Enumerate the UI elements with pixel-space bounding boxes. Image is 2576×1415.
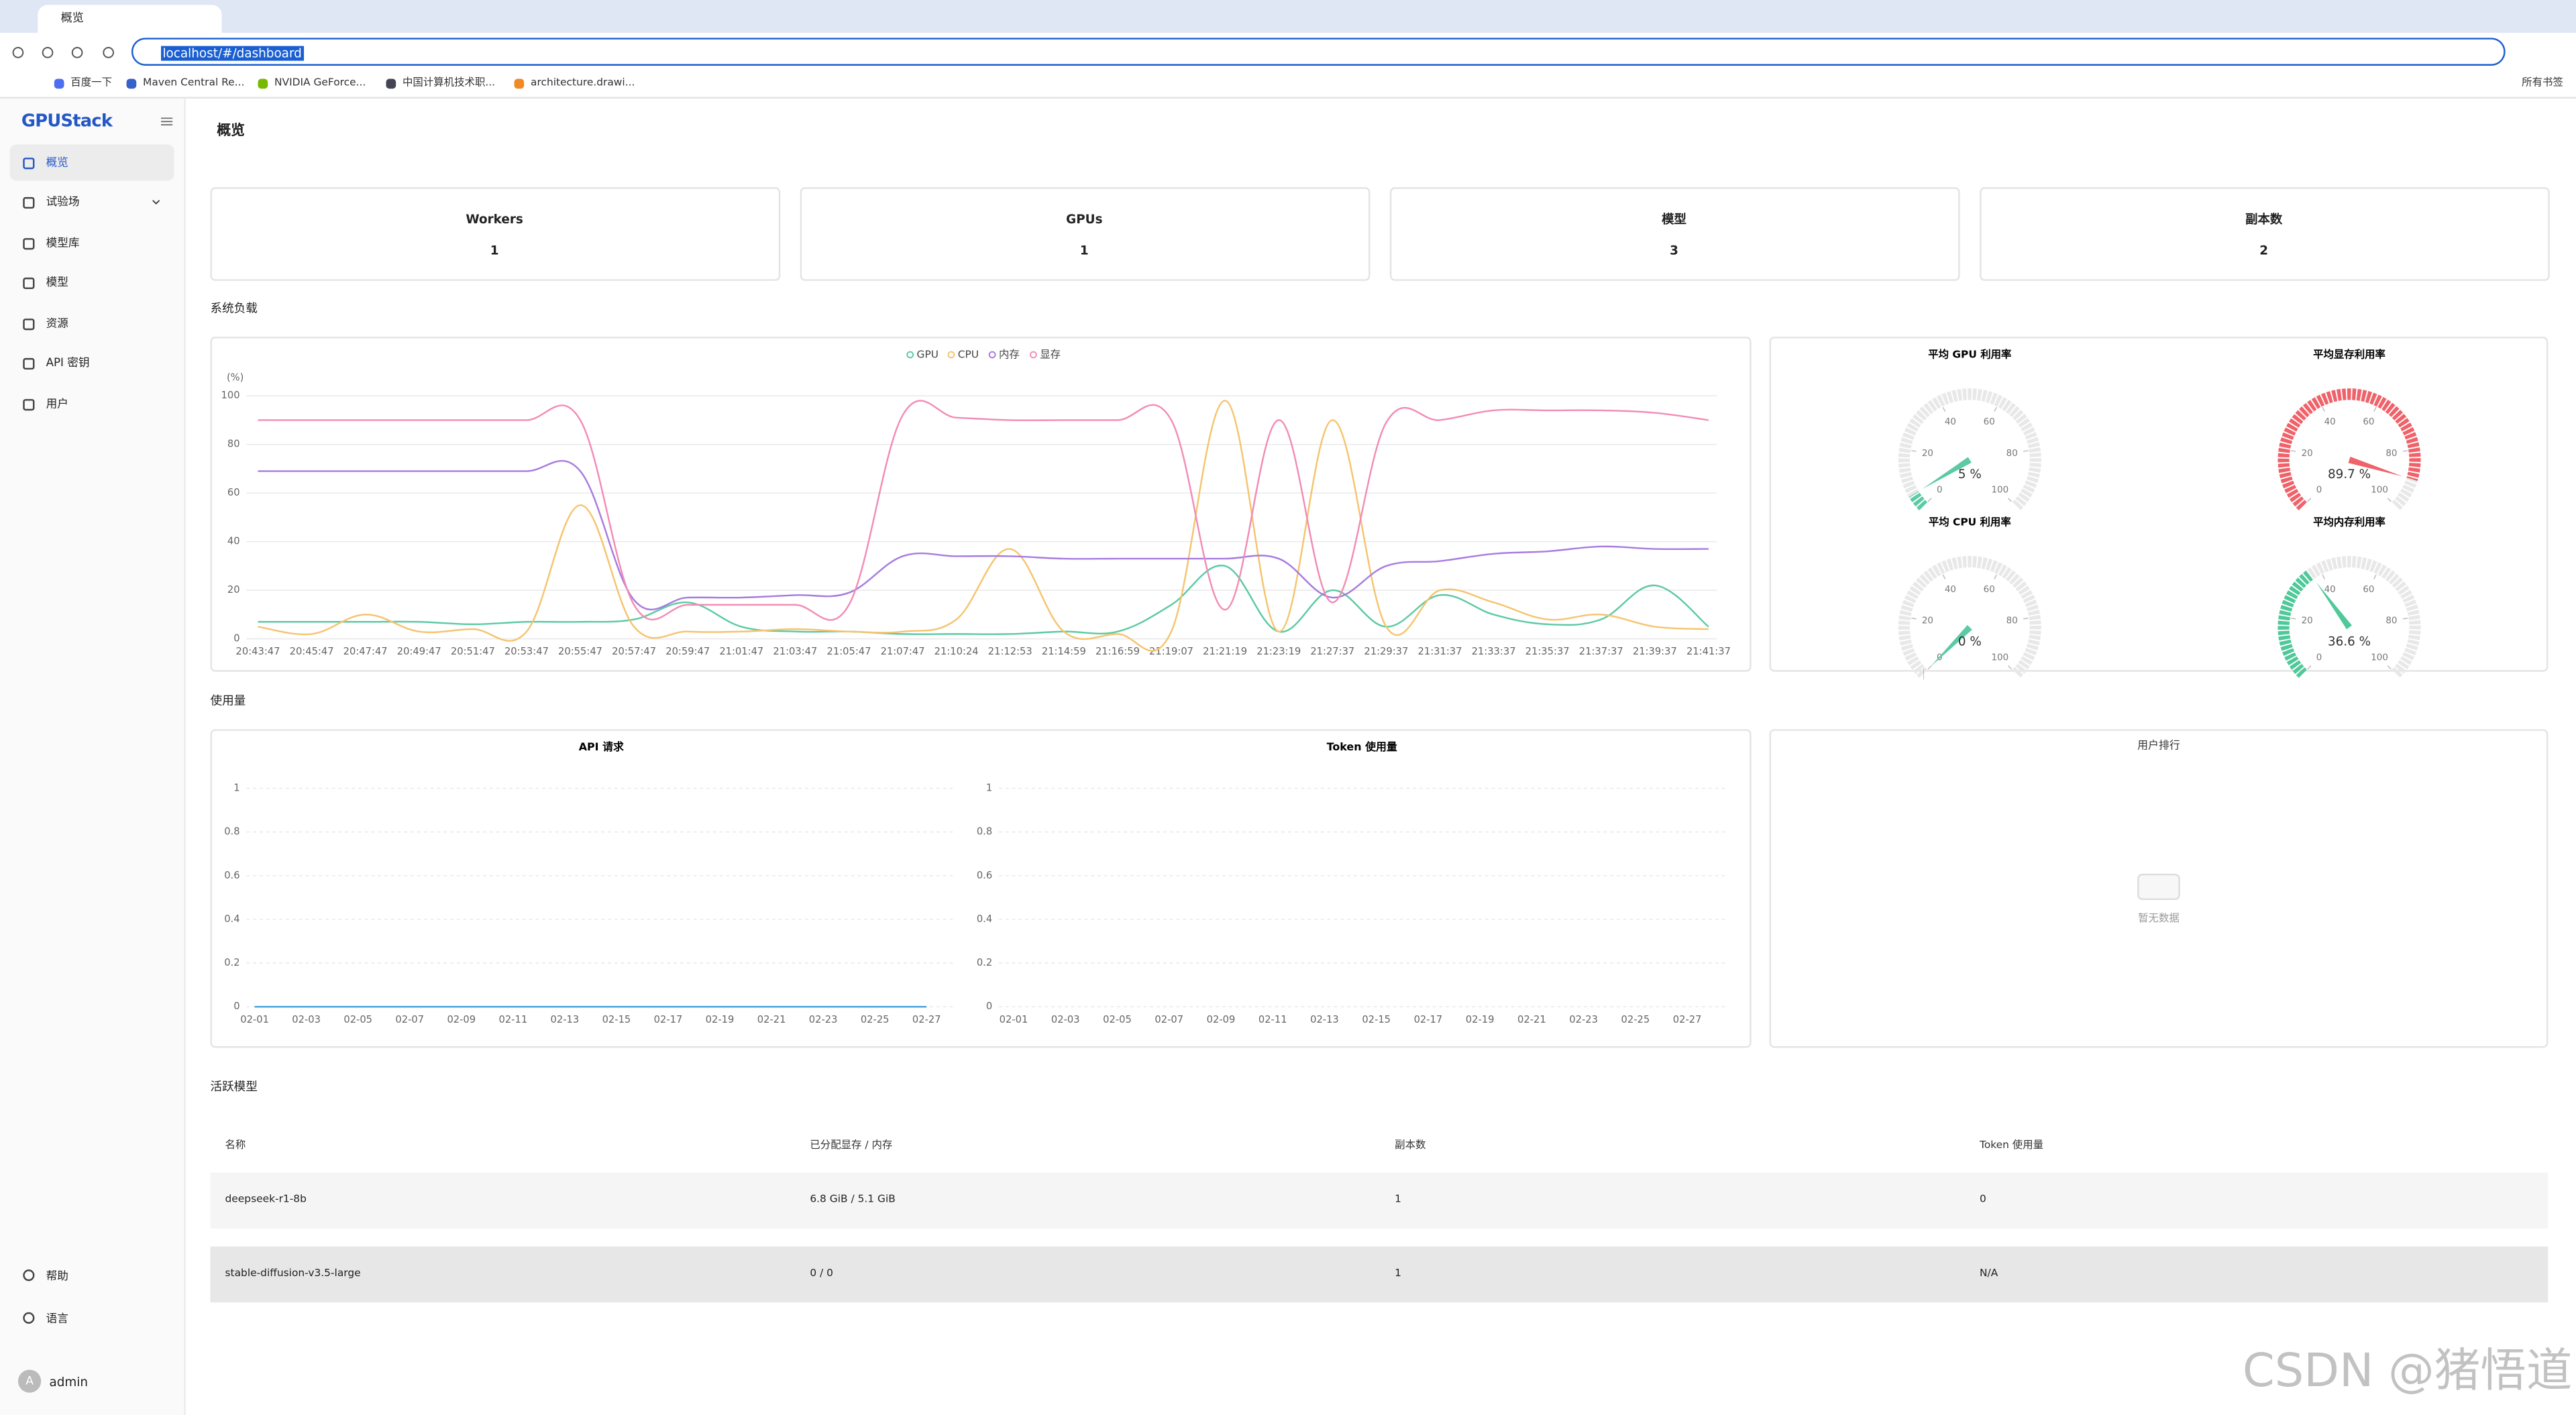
tab bbox=[38, 5, 222, 33]
nav-icon bbox=[23, 156, 35, 169]
table-row[interactable] bbox=[210, 1246, 2548, 1303]
stat-value: 3 bbox=[1670, 242, 1678, 258]
table-cell: 0 bbox=[1980, 1194, 1986, 1206]
section-title: 活跃模型 bbox=[210, 1078, 258, 1094]
card bbox=[210, 729, 1752, 1048]
tab-bar bbox=[0, 0, 2576, 33]
nav-item[interactable]: 帮助 bbox=[46, 1269, 68, 1283]
sidebar bbox=[0, 98, 186, 1415]
bookmark[interactable]: architecture.drawi... bbox=[531, 77, 635, 89]
bookmark[interactable]: 中国计算机技术职... bbox=[402, 77, 496, 89]
table-cell: 6.8 GiB / 5.1 GiB bbox=[810, 1194, 896, 1206]
nav-item[interactable]: 概览 bbox=[46, 156, 68, 170]
all-bookmarks[interactable]: 所有书签 bbox=[2522, 77, 2563, 89]
nav-item[interactable]: 语言 bbox=[46, 1312, 68, 1326]
stat-label: 副本数 bbox=[2245, 211, 2283, 226]
url-text: localhost/#/dashboard bbox=[161, 45, 304, 60]
watermark: CSDN @猪悟道 bbox=[2242, 1343, 2573, 1398]
nav-icon bbox=[23, 196, 35, 208]
bookmark[interactable]: NVIDIA GeForce... bbox=[274, 77, 366, 89]
nav-active bbox=[9, 144, 174, 181]
nav-icon bbox=[23, 237, 35, 249]
nav-icon bbox=[23, 398, 35, 410]
nav-item[interactable]: 资源 bbox=[46, 317, 68, 331]
stat-value: 1 bbox=[490, 242, 499, 258]
bookmark-icon bbox=[54, 78, 64, 89]
avatar-letter: A bbox=[25, 1374, 34, 1388]
nav-item[interactable]: 用户 bbox=[46, 397, 68, 411]
stat-label: GPUs bbox=[1066, 211, 1103, 226]
bookmark[interactable]: 百度一下 bbox=[70, 77, 112, 89]
nav-icon bbox=[23, 357, 35, 369]
stat-value: 1 bbox=[1079, 242, 1089, 258]
page-title: 概览 bbox=[217, 123, 245, 139]
card-title: 用户排行 bbox=[2137, 739, 2180, 752]
logo: GPUStack bbox=[21, 111, 113, 131]
section-title: 使用量 bbox=[210, 692, 246, 708]
stat-card bbox=[1980, 187, 2550, 281]
table-cell: 1 bbox=[1395, 1268, 1402, 1280]
card bbox=[1769, 729, 2548, 1048]
stat-card bbox=[800, 187, 1371, 281]
nav-icon bbox=[23, 317, 35, 330]
nav-item[interactable]: 模型 bbox=[46, 276, 68, 289]
empty-text: 暂无数据 bbox=[2138, 913, 2180, 925]
card bbox=[1769, 337, 2548, 672]
table-header: Token 使用量 bbox=[1980, 1140, 2044, 1152]
tab-title[interactable]: 概览 bbox=[60, 11, 84, 25]
nav-item[interactable]: 试验场 bbox=[46, 195, 80, 209]
table-cell: deepseek-r1-8b bbox=[225, 1194, 307, 1206]
nav-item[interactable]: API 密钥 bbox=[46, 356, 90, 370]
table-row[interactable] bbox=[210, 1172, 2548, 1229]
table-header: 已分配显存 / 内存 bbox=[810, 1140, 893, 1152]
address-bar[interactable] bbox=[131, 38, 2506, 66]
bookmarks-bar bbox=[0, 68, 2576, 99]
section-title: 系统负载 bbox=[210, 300, 258, 315]
stat-label: 模型 bbox=[1662, 211, 1686, 226]
bookmark-icon bbox=[258, 78, 268, 89]
bookmark-icon bbox=[126, 78, 137, 89]
stat-label: Workers bbox=[466, 211, 523, 226]
nav-icon bbox=[23, 276, 35, 288]
table-cell: 1 bbox=[1395, 1194, 1402, 1206]
bookmark-icon bbox=[386, 78, 396, 89]
stat-card bbox=[210, 187, 781, 281]
empty-icon bbox=[2137, 873, 2180, 901]
user-name[interactable]: admin bbox=[49, 1373, 89, 1389]
table-cell: N/A bbox=[1980, 1268, 1998, 1280]
nav-item[interactable]: 模型库 bbox=[46, 236, 80, 250]
bookmark[interactable]: Maven Central Re... bbox=[143, 77, 245, 89]
table-header: 名称 bbox=[225, 1140, 246, 1152]
stat-card bbox=[1389, 187, 1960, 281]
stat-value: 2 bbox=[2259, 242, 2269, 258]
table-cell: 0 / 0 bbox=[810, 1268, 833, 1280]
card bbox=[210, 337, 1752, 672]
nav-icon bbox=[23, 1269, 35, 1282]
nav-icon bbox=[23, 1312, 35, 1324]
table-cell: stable-diffusion-v3.5-large bbox=[225, 1268, 361, 1280]
table-header: 副本数 bbox=[1395, 1140, 1426, 1152]
bookmark-icon bbox=[514, 78, 525, 89]
avatar bbox=[17, 1369, 42, 1393]
